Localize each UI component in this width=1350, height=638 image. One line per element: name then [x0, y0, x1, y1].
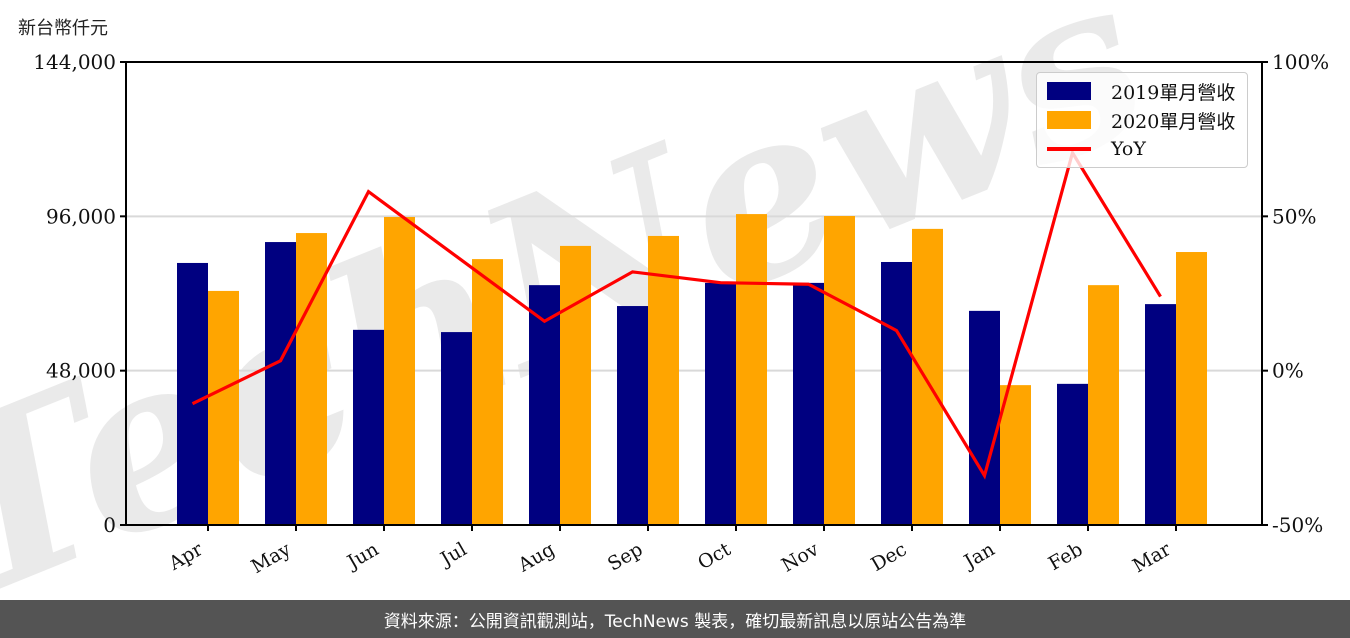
- x-tick-label-jun: Jun: [342, 538, 383, 574]
- bar-2019-jun: [353, 329, 384, 525]
- legend-swatch-2019: [1047, 82, 1091, 100]
- right-y-axis-ticks: -50% 0% 50% 100%: [1262, 50, 1329, 537]
- source-footer: 資料來源：公開資訊觀測站，TechNews 製表，確切最新訊息以原站公告為準: [0, 600, 1350, 638]
- source-footer-text: 資料來源：公開資訊觀測站，TechNews 製表，確切最新訊息以原站公告為準: [383, 611, 967, 632]
- bar-2020-apr: [208, 290, 239, 525]
- y-tick-label: 48,000: [46, 359, 116, 383]
- bar-series: [177, 214, 1207, 526]
- y2-tick-label: 50%: [1272, 204, 1316, 228]
- plot-frame: [125, 61, 1263, 526]
- bar-2020-aug: [560, 245, 591, 526]
- bar-2020-jul: [472, 259, 503, 525]
- bar-2019-nov: [793, 282, 824, 525]
- x-tick-label-mar: Mar: [1129, 538, 1175, 577]
- x-axis-ticks: Apr May Jun Jul Aug Sep Oct Nov Dec Jan Feb Mar: [164, 525, 1177, 578]
- bar-2020-jun: [384, 216, 415, 526]
- x-tick-label-jan: Jan: [959, 538, 999, 574]
- x-tick-label-sep: Sep: [604, 538, 647, 575]
- bar-2020-jan: [1000, 385, 1031, 525]
- legend-item-2019: 2019單月營收: [1047, 79, 1236, 104]
- y-tick-label: 96,000: [46, 204, 116, 228]
- x-tick-label-jul: Jul: [435, 538, 470, 571]
- bar-2020-may: [296, 233, 327, 525]
- legend-label-yoy: YoY: [1111, 138, 1146, 160]
- bar-2019-feb: [1057, 383, 1088, 525]
- bar-2020-oct: [736, 214, 767, 525]
- x-tick-label-aug: Aug: [514, 538, 559, 577]
- y-tick-label: 144,000: [33, 50, 116, 74]
- legend-label-2019: 2019單月營收: [1111, 81, 1236, 104]
- legend-item-2020: 2020單月營收: [1047, 108, 1236, 133]
- x-tick-label-feb: Feb: [1045, 538, 1087, 575]
- bar-2019-mar: [1145, 304, 1176, 525]
- legend: 2019單月營收 2020單月營收 YoY: [1036, 72, 1248, 168]
- bar-2019-may: [265, 242, 296, 526]
- bar-2019-jan: [969, 310, 1000, 525]
- bar-2019-sep: [617, 306, 648, 525]
- bar-2020-feb: [1088, 285, 1119, 525]
- legend-item-yoy: YoY: [1047, 137, 1146, 161]
- x-tick-label-nov: Nov: [778, 538, 823, 577]
- bar-2020-sep: [648, 235, 679, 525]
- yoy-line: [191, 148, 1162, 480]
- legend-label-2020: 2020單月營收: [1111, 110, 1236, 133]
- bar-2020-mar: [1176, 252, 1207, 525]
- x-tick-label-oct: Oct: [694, 538, 735, 574]
- yoy-line-series: [191, 148, 1162, 480]
- legend-swatch-2020: [1047, 111, 1091, 129]
- y2-tick-label: 0%: [1272, 359, 1304, 383]
- y2-tick-label: 100%: [1272, 50, 1329, 74]
- y-axis-unit-label: 新台幣仟元: [18, 18, 108, 39]
- y2-tick-label: -50%: [1272, 513, 1323, 537]
- x-tick-label-dec: Dec: [867, 538, 910, 576]
- legend-line-yoy: [1047, 147, 1091, 151]
- bar-2019-jul: [441, 332, 472, 525]
- bar-2019-apr: [177, 262, 208, 525]
- bar-2020-nov: [824, 216, 855, 525]
- left-y-axis-ticks: 0 48,000 96,000 144,000: [33, 50, 126, 537]
- axes: [125, 61, 1263, 526]
- bar-2019-oct: [705, 282, 736, 525]
- bar-2019-aug: [529, 285, 560, 525]
- bar-2020-dec: [912, 228, 943, 525]
- bar-2019-dec: [881, 261, 912, 525]
- y-tick-label: 0: [103, 513, 116, 537]
